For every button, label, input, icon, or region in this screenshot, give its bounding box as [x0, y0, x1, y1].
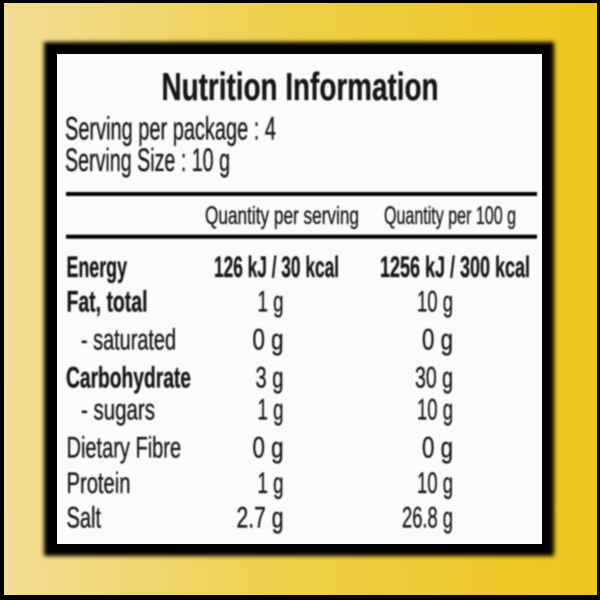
svg-text:- saturated: - saturated: [81, 324, 176, 357]
svg-text:1 g: 1 g: [258, 467, 284, 500]
svg-text:1256 kJ / 300 kcal: 1256 kJ / 300 kcal: [380, 251, 530, 284]
svg-text:Nutrition Information: Nutrition Information: [162, 66, 439, 109]
svg-text:Carbohydrate: Carbohydrate: [66, 362, 191, 395]
svg-text:126 kJ / 30 kcal: 126 kJ / 30 kcal: [214, 251, 339, 284]
svg-text:10 g: 10 g: [417, 286, 453, 319]
svg-text:30 g: 30 g: [415, 362, 453, 395]
svg-text:Quantity per serving: Quantity per serving: [205, 202, 359, 230]
svg-text:Fat, total: Fat, total: [67, 286, 148, 319]
svg-text:0 g: 0 g: [253, 432, 284, 465]
svg-text:Serving per package : 4: Serving per package : 4: [65, 111, 276, 147]
svg-text:Quantity per 100 g: Quantity per 100 g: [384, 202, 516, 230]
svg-text:3 g: 3 g: [256, 362, 284, 395]
svg-text:Serving Size : 10 g: Serving Size : 10 g: [65, 142, 230, 178]
svg-text:10 g: 10 g: [417, 467, 453, 500]
svg-text:0 g: 0 g: [253, 324, 284, 357]
svg-text:Dietary Fibre: Dietary Fibre: [67, 432, 182, 465]
svg-text:Energy: Energy: [67, 251, 128, 284]
svg-text:Salt: Salt: [67, 502, 102, 535]
svg-text:1 g: 1 g: [258, 394, 284, 427]
svg-text:10 g: 10 g: [417, 394, 453, 427]
svg-text:1 g: 1 g: [258, 286, 284, 319]
svg-text:- sugars: - sugars: [81, 394, 155, 427]
svg-text:26.8 g: 26.8 g: [402, 502, 453, 535]
svg-text:0 g: 0 g: [422, 324, 453, 357]
svg-text:2.7 g: 2.7 g: [237, 502, 284, 535]
svg-text:Protein: Protein: [67, 467, 131, 500]
svg-text:0 g: 0 g: [422, 432, 453, 465]
